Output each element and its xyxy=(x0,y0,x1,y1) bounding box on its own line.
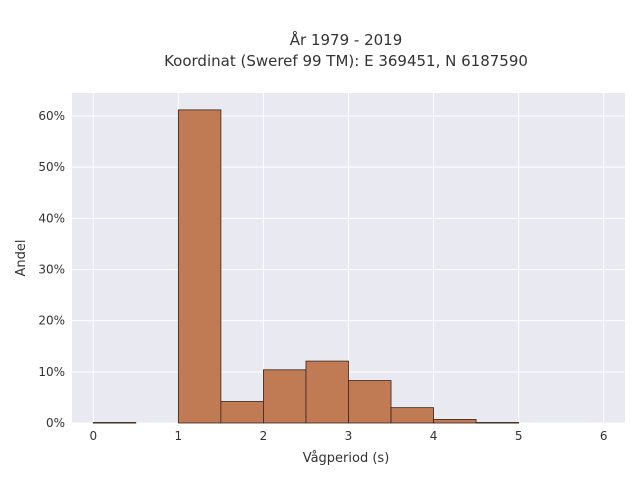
x-axis-label: Vågperiod (s) xyxy=(303,451,390,466)
y-tick-label: 20% xyxy=(38,314,65,328)
grid-lines xyxy=(72,93,625,424)
chart-title-line-1: År 1979 - 2019 xyxy=(290,30,403,49)
bars xyxy=(92,109,520,424)
y-tick-label: 40% xyxy=(38,211,65,225)
y-tick-label: 30% xyxy=(38,263,65,277)
histogram-bar xyxy=(348,380,392,424)
x-axis-ticks: 0 1 2 3 4 5 6 xyxy=(89,429,607,443)
x-tick-label: 6 xyxy=(600,429,608,443)
x-tick-label: 3 xyxy=(345,429,353,443)
histogram-bar xyxy=(220,401,264,424)
y-tick-label: 0% xyxy=(46,416,65,430)
histogram-bar xyxy=(263,369,307,424)
y-axis-ticks: 0% 10% 20% 30% 40% 50% 60% xyxy=(38,109,65,430)
x-tick-label: 4 xyxy=(430,429,438,443)
x-tick-label: 1 xyxy=(175,429,183,443)
x-tick-label: 0 xyxy=(89,429,97,443)
histogram-bar xyxy=(305,360,349,424)
y-axis-label: Andel xyxy=(14,240,29,277)
histogram-bar xyxy=(390,407,434,424)
chart-title-line-2: Koordinat (Sweref 99 TM): E 369451, N 61… xyxy=(164,52,528,70)
x-tick-label: 5 xyxy=(515,429,523,443)
y-tick-label: 50% xyxy=(38,160,65,174)
histogram-bar xyxy=(433,419,477,424)
histogram-bar xyxy=(475,422,520,424)
y-tick-label: 60% xyxy=(38,109,65,123)
histogram-bar xyxy=(177,109,222,424)
y-tick-label: 10% xyxy=(38,365,65,379)
x-tick-label: 2 xyxy=(260,429,268,443)
histogram-bar xyxy=(92,422,137,424)
